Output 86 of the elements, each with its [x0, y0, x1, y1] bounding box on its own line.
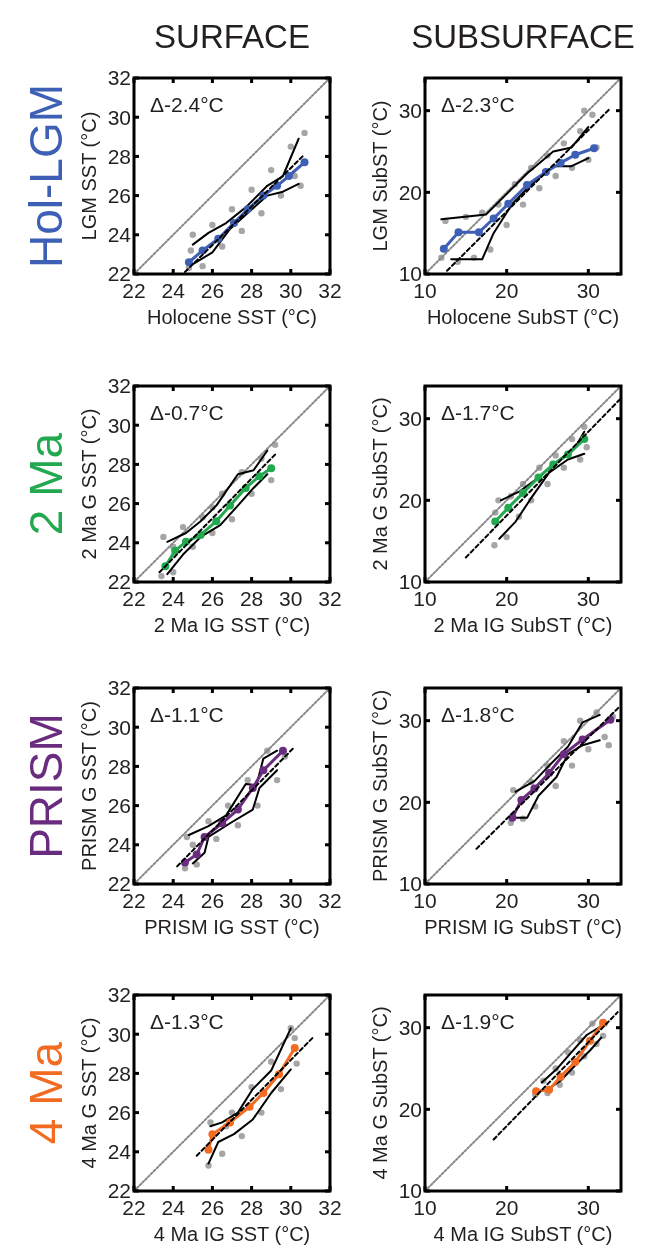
y-tick-label: 26: [107, 491, 131, 515]
y-tick-label: 20: [398, 1097, 422, 1121]
y-tick-label: 20: [398, 488, 422, 512]
annotation: Δ-1.7°C: [441, 401, 515, 424]
x-axis-title: Holocene SST (°C): [147, 306, 317, 328]
y-tick-label: 30: [107, 1022, 131, 1046]
y-tick-label: 20: [398, 180, 422, 204]
x-tick-label: 32: [318, 587, 342, 610]
x-tick-label: 28: [239, 889, 264, 912]
x-tick-label: 20: [494, 889, 519, 912]
x-tick-label: 20: [494, 1196, 519, 1219]
x-tick-label: 32: [318, 889, 342, 912]
y-tick-label: 30: [398, 1016, 422, 1040]
x-tick-label: 30: [576, 587, 601, 610]
y-tick-label: 32: [107, 66, 131, 90]
x-axis-title: Holocene SubST (°C): [426, 306, 620, 328]
x-tick-label: 24: [161, 587, 186, 610]
annotation: Δ-1.9°C: [441, 1010, 515, 1033]
annotation: Δ-1.1°C: [150, 703, 224, 726]
annotation: Δ-0.7°C: [150, 401, 224, 424]
y-tick-label: 28: [107, 452, 131, 476]
x-tick-label: 24: [161, 1196, 186, 1219]
annotation: Δ-1.3°C: [150, 1010, 224, 1033]
y-tick-label: 30: [398, 407, 422, 431]
text: Hol-LGM: [20, 83, 72, 269]
y-tick-label: 30: [107, 413, 131, 437]
y-tick-label: 30: [398, 99, 422, 123]
y-tick-label: 28: [107, 144, 131, 168]
text: 2 Ma: [20, 432, 72, 536]
y-tick-label: 30: [107, 715, 131, 739]
y-axis-title: 4 Ma G SST (°C): [78, 1017, 100, 1169]
x-tick-label: 28: [239, 1196, 264, 1219]
x-tick-label: 30: [576, 889, 601, 912]
x-tick-label: 26: [200, 279, 225, 302]
chart-title: SURFACE: [154, 18, 310, 55]
x-tick-label: 26: [200, 587, 225, 610]
x-axis-title: 4 Ma IG SubST (°C): [433, 1223, 613, 1245]
text: PRISM: [20, 713, 72, 859]
x-axis-title: PRISM IG SST (°C): [144, 916, 320, 938]
y-axis-title: 2 Ma G SubST (°C): [369, 397, 391, 571]
chart-title: SUBSURFACE: [411, 18, 635, 55]
y-tick-label: 24: [107, 531, 132, 555]
y-tick-label: 26: [107, 793, 131, 817]
y-axis-title: LGM SubST (°C): [369, 100, 391, 252]
y-axis-title: 2 Ma G SST (°C): [78, 408, 100, 560]
y-tick-label: 26: [107, 183, 131, 207]
y-tick-label: 28: [107, 754, 131, 778]
x-axis-title: PRISM IG SubST (°C): [424, 916, 622, 938]
y-tick-label: 28: [107, 1061, 131, 1085]
x-tick-label: 24: [161, 279, 186, 302]
y-axis-title: LGM SST (°C): [78, 111, 100, 241]
x-axis-title: 2 Ma IG SubST (°C): [433, 614, 613, 636]
y-axis-title: PRISM G SubST (°C): [369, 689, 391, 883]
x-tick-label: 30: [279, 279, 303, 302]
annotation: Δ-2.3°C: [441, 93, 515, 116]
x-tick-label: 26: [200, 889, 225, 912]
y-tick-label: 20: [398, 790, 422, 814]
y-tick-label: 32: [107, 676, 131, 700]
x-tick-label: 30: [279, 587, 303, 610]
y-axis-title: PRISM G SST (°C): [78, 701, 100, 871]
x-tick-label: 30: [279, 1196, 303, 1219]
y-tick-label: 30: [398, 709, 422, 733]
x-tick-label: 30: [279, 889, 303, 912]
text: 4 Ma: [20, 1041, 72, 1145]
annotation: Δ-1.8°C: [441, 703, 515, 726]
y-tick-label: 26: [107, 1100, 131, 1124]
y-tick-label: 24: [107, 833, 132, 857]
y-axis-title: 4 Ma G SubST (°C): [369, 1006, 391, 1180]
x-axis-title: 4 Ma IG SST (°C): [153, 1223, 311, 1245]
x-tick-label: 20: [494, 587, 519, 610]
x-tick-label: 20: [494, 279, 519, 302]
x-tick-label: 24: [161, 889, 186, 912]
x-tick-label: 30: [576, 279, 601, 302]
y-tick-label: 24: [107, 1140, 132, 1164]
y-tick-label: 30: [107, 105, 131, 129]
y-tick-label: 24: [107, 223, 132, 247]
x-tick-label: 32: [318, 279, 342, 302]
x-axis-title: 2 Ma IG SST (°C): [153, 614, 311, 636]
x-tick-label: 30: [576, 1196, 601, 1219]
x-tick-label: 28: [239, 279, 264, 302]
x-tick-label: 28: [239, 587, 264, 610]
x-tick-label: 32: [318, 1196, 342, 1219]
annotation: Δ-2.4°C: [150, 93, 224, 116]
x-tick-label: 26: [200, 1196, 225, 1219]
y-tick-label: 32: [107, 374, 131, 398]
y-tick-label: 32: [107, 983, 131, 1007]
